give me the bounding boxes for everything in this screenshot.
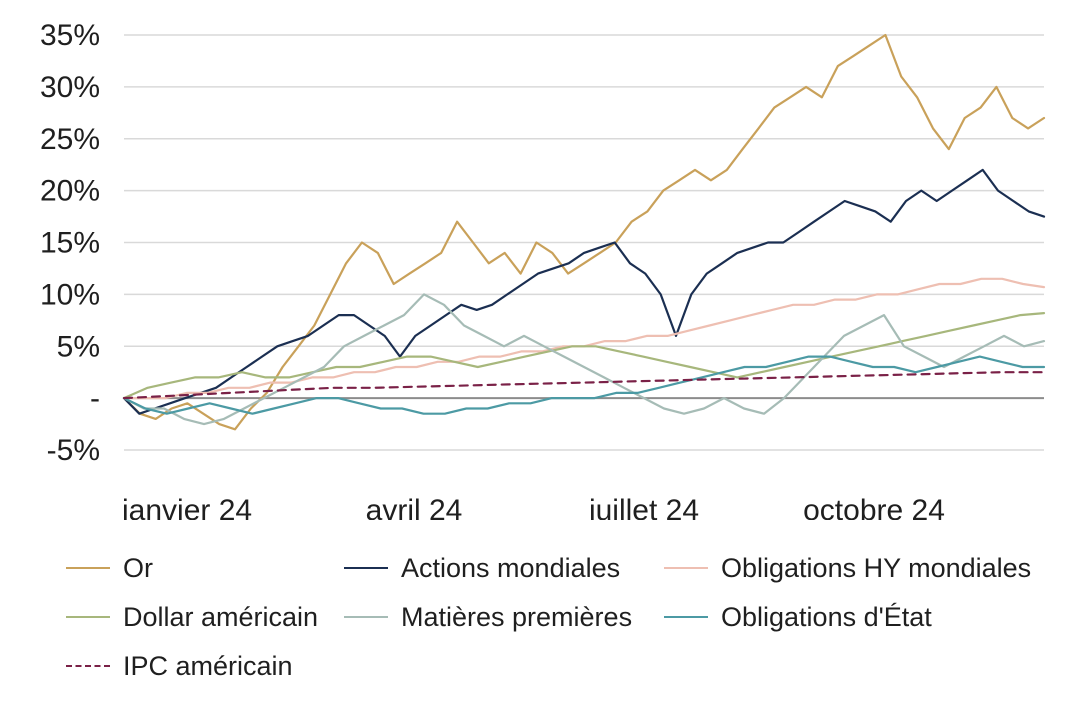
series-line-mati-res-premi-res	[122, 293, 1046, 426]
series-line-obligations-d-tat	[122, 355, 1046, 415]
legend-swatch	[664, 567, 708, 569]
series-line-or	[122, 33, 1046, 431]
legend-item-obligations-detat: Obligations d'État	[664, 599, 1054, 635]
y-tick-label: 35%	[40, 19, 100, 52]
legend-label: Dollar américain	[123, 601, 319, 632]
legend-label: IPC américain	[123, 650, 293, 681]
y-tick-label: 5%	[57, 330, 100, 363]
legend-label: Actions mondiales	[401, 552, 621, 583]
series-line-ipc-am-ricain	[122, 371, 1046, 400]
legend-label: Obligations HY mondiales	[721, 552, 1032, 583]
y-tick-label: -	[90, 382, 100, 415]
x-tick-label: avril 24	[366, 494, 463, 520]
legend-swatch	[344, 567, 388, 569]
series-line-actions-mondiales	[122, 168, 1046, 415]
legend-swatch	[664, 616, 708, 618]
legend-item-obligations-hy-mondiales: Obligations HY mondiales	[664, 550, 1054, 586]
y-tick-label: 30%	[40, 71, 100, 104]
legend-swatch	[344, 616, 388, 618]
legend-label: Or	[123, 552, 153, 583]
y-tick-label: 10%	[40, 278, 100, 311]
legend-swatch	[66, 567, 110, 569]
y-tick-label: -5%	[47, 434, 100, 467]
legend-item-matieres-premieres: Matières premières	[344, 599, 664, 635]
legend-swatch	[66, 616, 110, 618]
legend-item-dollar-americain: Dollar américain	[66, 599, 344, 635]
legend-label: Matières premières	[401, 601, 633, 632]
y-tick-label: 20%	[40, 175, 100, 208]
y-tick-label: 15%	[40, 227, 100, 260]
legend-item-or: Or	[66, 550, 344, 586]
line-chart: 35% 30% 25% 20% 15% 10% 5% - -5% janvier 24 avril …	[40, 19, 1046, 520]
x-tick-label: octobre 24	[803, 494, 945, 520]
x-tick-label: juillet 24	[588, 494, 699, 520]
y-tick-label: 25%	[40, 123, 100, 156]
series-line-dollar-am-ricain	[122, 312, 1046, 400]
chart-legend: Or Actions mondiales Obligations HY mond…	[66, 550, 1056, 684]
legend-item-actions-mondiales: Actions mondiales	[344, 550, 664, 586]
legend-label: Obligations d'État	[721, 601, 932, 632]
legend-swatch	[66, 665, 110, 667]
x-tick-label: janvier 24	[121, 494, 252, 520]
series-line-obligations-hy-mondiales	[122, 277, 1046, 400]
legend-item-ipc-americain: IPC américain	[66, 648, 344, 684]
